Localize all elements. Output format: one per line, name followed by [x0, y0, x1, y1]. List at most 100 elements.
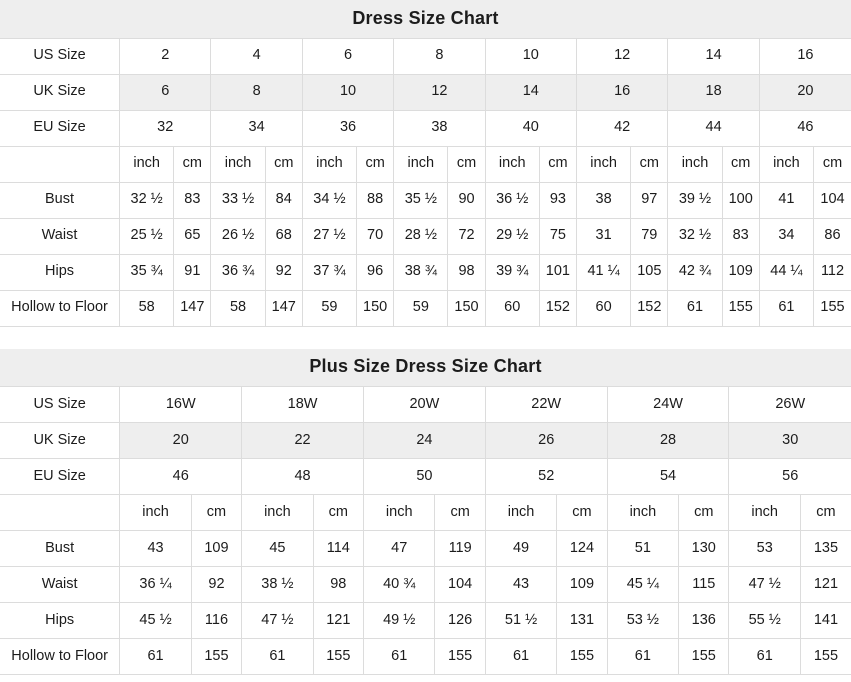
cell-eu-size-0: 32: [119, 109, 212, 147]
plus-table-row-us-size: US Size 16W 18W 20W 22W 24W 26W: [0, 386, 851, 423]
unit-header-inch-7: inch: [758, 145, 815, 183]
plus-cell-uk-size-2: 24: [362, 422, 486, 459]
cell-hips-inch-4: 39 ¾: [484, 253, 540, 291]
row-label-eu-size: EU Size: [0, 109, 121, 147]
cell-waist-inch-4: 29 ½: [484, 217, 540, 255]
table-row-uk-size: UK Size 6 8 10 12 14 16 18 20: [0, 73, 851, 111]
cell-hollow-cm-7: 155: [813, 289, 851, 327]
plus-cell-bust-cm-1: 114: [312, 530, 364, 567]
cell-hollow-cm-6: 155: [721, 289, 760, 327]
plus-cell-hollow-inch-3: 61: [484, 638, 558, 675]
plus-cell-waist-inch-3: 43: [484, 566, 558, 603]
cell-eu-size-3: 38: [393, 109, 486, 147]
cell-eu-size-1: 34: [210, 109, 303, 147]
table-row-eu-size: EU Size 32 34 36 38 40 42 44 46: [0, 109, 851, 147]
plus-cell-waist-cm-2: 104: [434, 566, 486, 603]
cell-us-size-0: 2: [119, 37, 212, 75]
row-label-uk-size: UK Size: [0, 73, 121, 111]
plus-table-row-eu-size: EU Size 46 48 50 52 54 56: [0, 458, 851, 495]
cell-hollow-inch-2: 59: [301, 289, 358, 327]
cell-bust-cm-3: 90: [447, 181, 486, 219]
plus-cell-bust-inch-5: 53: [728, 530, 801, 567]
cell-waist-cm-5: 79: [630, 217, 669, 255]
plus-cell-hips-cm-5: 141: [799, 602, 851, 639]
cell-bust-inch-0: 32 ½: [119, 181, 175, 219]
unit-header-cm-7: cm: [813, 145, 851, 183]
plus-cell-hollow-inch-1: 61: [241, 638, 314, 675]
cell-us-size-4: 10: [484, 37, 577, 75]
unit-header-inch-4: inch: [484, 145, 540, 183]
cell-waist-inch-0: 25 ½: [119, 217, 175, 255]
plus-cell-hips-inch-3: 51 ½: [484, 602, 558, 639]
cell-bust-inch-6: 39 ½: [667, 181, 723, 219]
cell-waist-cm-3: 72: [447, 217, 486, 255]
plus-cell-hollow-cm-3: 155: [556, 638, 608, 675]
plus-cell-hollow-inch-0: 61: [119, 638, 192, 675]
cell-waist-cm-2: 70: [356, 217, 395, 255]
cell-waist-cm-4: 75: [538, 217, 577, 255]
cell-eu-size-2: 36: [301, 109, 395, 147]
unit-header-cm-1: cm: [264, 145, 303, 183]
plus-cell-hollow-cm-2: 155: [434, 638, 486, 675]
row-label-bust: Bust: [0, 181, 121, 219]
plus-cell-bust-inch-2: 47: [362, 530, 436, 567]
cell-hollow-inch-4: 60: [484, 289, 540, 327]
plus-cell-uk-size-0: 20: [119, 422, 243, 459]
cell-hips-inch-7: 44 ¼: [758, 253, 815, 291]
unit-header-inch-5: inch: [575, 145, 632, 183]
row-label-hips: Hips: [0, 253, 121, 291]
plus-table-row-hips: Hips 45 ½ 116 47 ½ 121 49 ½ 126 51 ½ 131…: [0, 602, 851, 639]
cell-hollow-inch-6: 61: [667, 289, 723, 327]
cell-hips-inch-2: 37 ¾: [301, 253, 358, 291]
unit-header-inch-2: inch: [301, 145, 358, 183]
plus-unit-header-cm-1: cm: [312, 494, 364, 531]
plus-cell-eu-size-0: 46: [119, 458, 243, 495]
plus-unit-header-inch-3: inch: [484, 494, 558, 531]
plus-unit-header-inch-5: inch: [728, 494, 801, 531]
plus-cell-eu-size-1: 48: [241, 458, 364, 495]
plus-cell-us-size-1: 18W: [241, 386, 364, 423]
plus-cell-hollow-inch-4: 61: [606, 638, 680, 675]
cell-hips-inch-6: 42 ¾: [667, 253, 723, 291]
plus-cell-bust-inch-1: 45: [241, 530, 314, 567]
row-label-us-size: US Size: [0, 37, 121, 75]
unit-header-inch-1: inch: [210, 145, 266, 183]
plus-cell-waist-inch-2: 40 ¾: [362, 566, 436, 603]
cell-hollow-cm-0: 147: [173, 289, 212, 327]
unit-header-cm-6: cm: [721, 145, 760, 183]
plus-unit-header-inch-2: inch: [362, 494, 436, 531]
plus-row-label-uk-size: UK Size: [0, 422, 121, 459]
cell-uk-size-1: 8: [210, 73, 303, 111]
plus-page-title: Plus Size Dress Size Chart: [0, 348, 851, 387]
cell-uk-size-7: 20: [758, 73, 851, 111]
cell-us-size-3: 8: [393, 37, 486, 75]
cell-hollow-cm-3: 150: [447, 289, 486, 327]
table-row-waist: Waist 25 ½ 65 26 ½ 68 27 ½ 70 28 ½ 72 29…: [0, 217, 851, 255]
plus-row-label-hollow-to-floor: Hollow to Floor: [0, 638, 121, 675]
plus-cell-eu-size-4: 54: [606, 458, 730, 495]
cell-hips-cm-4: 101: [538, 253, 577, 291]
plus-cell-bust-inch-4: 51: [606, 530, 680, 567]
plus-cell-us-size-2: 20W: [362, 386, 486, 423]
unit-header-cm-0: cm: [173, 145, 212, 183]
plus-unit-header-inch-4: inch: [606, 494, 680, 531]
cell-waist-cm-1: 68: [264, 217, 303, 255]
cell-hips-inch-5: 41 ¼: [575, 253, 632, 291]
plus-cell-hips-cm-2: 126: [434, 602, 486, 639]
cell-uk-size-3: 12: [393, 73, 486, 111]
cell-waist-inch-3: 28 ½: [393, 217, 449, 255]
plus-cell-hips-cm-4: 136: [678, 602, 730, 639]
cell-uk-size-6: 18: [667, 73, 760, 111]
cell-bust-cm-5: 97: [630, 181, 669, 219]
plus-size-chart-block: Plus Size Dress Size Chart US Size 16W 1…: [0, 348, 851, 675]
cell-hollow-inch-3: 59: [393, 289, 449, 327]
plus-unit-header-inch-1: inch: [241, 494, 314, 531]
cell-hips-cm-0: 91: [173, 253, 212, 291]
cell-us-size-6: 14: [667, 37, 760, 75]
row-label-hollow-to-floor: Hollow to Floor: [0, 289, 121, 327]
plus-row-label-waist: Waist: [0, 566, 121, 603]
unit-header-cm-3: cm: [447, 145, 486, 183]
cell-hollow-cm-5: 152: [630, 289, 669, 327]
plus-cell-waist-inch-1: 38 ½: [241, 566, 314, 603]
plus-cell-uk-size-4: 28: [606, 422, 730, 459]
